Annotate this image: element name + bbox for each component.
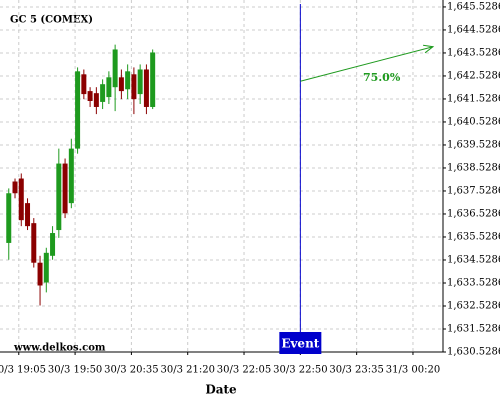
candle-body xyxy=(37,262,43,286)
y-tick-label: 1,641.5286 xyxy=(447,93,500,104)
candle-body xyxy=(137,69,143,95)
y-tick-label: 1,643.5286 xyxy=(447,47,500,58)
y-tick-label: 1,631.5286 xyxy=(447,323,500,334)
x-tick-label: 30/3 22:50 xyxy=(273,365,327,376)
candle-body xyxy=(131,74,137,100)
candle-body xyxy=(43,252,49,283)
candle-body xyxy=(106,77,112,98)
candle-body xyxy=(25,203,31,227)
candle-body xyxy=(112,49,118,88)
candle-body xyxy=(118,77,124,92)
candle-body xyxy=(93,93,99,107)
event-label: Event xyxy=(281,337,319,351)
x-tick-label: 30/3 21:20 xyxy=(160,365,214,376)
x-tick-label: 30/3 19:05 xyxy=(0,365,46,376)
y-tick-label: 1,632.5286 xyxy=(447,300,500,311)
x-tick-label: 30/3 19:50 xyxy=(48,365,102,376)
candle-body xyxy=(125,71,131,90)
x-tick-label: 30/3 22:05 xyxy=(217,365,271,376)
y-tick-label: 1,636.5286 xyxy=(447,208,500,219)
x-axis-label: Date xyxy=(205,383,237,397)
y-tick-label: 1,640.5286 xyxy=(447,116,500,127)
y-tick-label: 1,637.5286 xyxy=(447,185,500,196)
y-tick-label: 1,638.5286 xyxy=(447,162,500,173)
candle-body xyxy=(75,71,81,149)
candle-body xyxy=(12,181,18,194)
candle-body xyxy=(50,233,56,256)
candle-body xyxy=(87,91,93,101)
y-tick-label: 1,644.5286 xyxy=(447,24,500,35)
candle-body xyxy=(100,84,106,102)
candle-body xyxy=(31,223,37,263)
candle-body xyxy=(143,69,149,107)
candle-body xyxy=(18,178,24,221)
x-tick-label: 30/3 23:35 xyxy=(329,365,383,376)
projection-arrow xyxy=(300,46,434,82)
y-tick-label: 1,633.5286 xyxy=(447,277,500,288)
arrow-head xyxy=(423,44,435,54)
y-tick-label: 1,634.5286 xyxy=(447,254,500,265)
candle-body xyxy=(62,163,68,214)
x-tick-label: 30/3 20:35 xyxy=(104,365,158,376)
event-box xyxy=(279,332,322,354)
chart-title: GC 5 (COMEX) xyxy=(10,15,93,26)
candle-body xyxy=(68,148,74,204)
candle-body xyxy=(81,74,87,95)
candle-body xyxy=(56,163,62,231)
y-tick-label: 1,630.5286 xyxy=(447,347,500,358)
y-tick-label: 1,645.5286 xyxy=(447,1,500,12)
x-tick-label: 31/3 00:20 xyxy=(386,365,440,376)
projection-label: 75.0% xyxy=(363,71,401,84)
candle-body xyxy=(150,52,156,107)
y-tick-label: 1,639.5286 xyxy=(447,139,500,150)
y-tick-label: 1,642.5286 xyxy=(447,70,500,81)
watermark: www.delkos.com xyxy=(13,343,106,354)
y-tick-label: 1,635.5286 xyxy=(447,231,500,242)
candle-body xyxy=(6,193,12,243)
